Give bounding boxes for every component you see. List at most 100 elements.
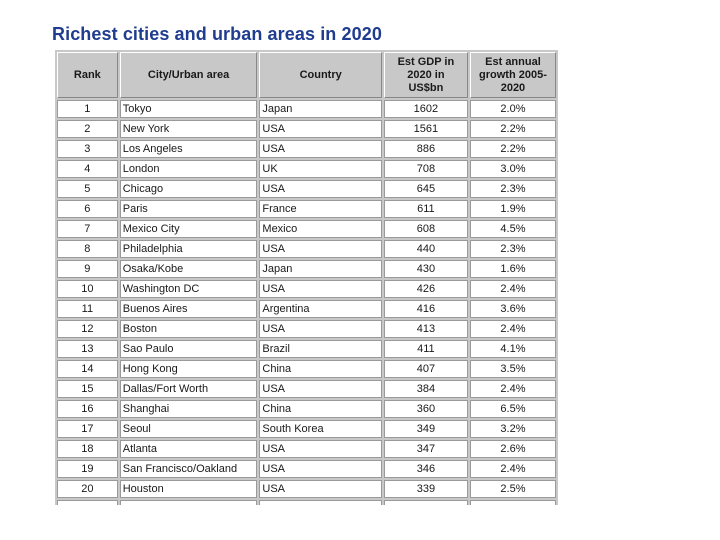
table-row: 9 Osaka/Kobe Japan 430 1.6% bbox=[57, 260, 556, 278]
cell-city: Philadelphia bbox=[119, 240, 258, 258]
cell-growth: 6.5% bbox=[469, 400, 556, 418]
cell-country: Japan bbox=[259, 100, 382, 118]
cell-gdp: 708 bbox=[383, 160, 468, 178]
cell-city: Los Angeles bbox=[119, 140, 258, 158]
table-row: 16 Shanghai China 360 6.5% bbox=[57, 400, 556, 418]
cell-growth: 1.9% bbox=[469, 200, 556, 218]
cell-country: USA bbox=[259, 480, 382, 498]
cell-growth bbox=[469, 500, 556, 505]
cell-city: New York bbox=[119, 120, 258, 138]
cell-growth: 2.2% bbox=[469, 120, 556, 138]
cell-rank: 16 bbox=[57, 400, 118, 418]
cell-city: London bbox=[119, 160, 258, 178]
cell-rank: 12 bbox=[57, 320, 118, 338]
cell-city: Hong Kong bbox=[119, 360, 258, 378]
cell-growth: 3.0% bbox=[469, 160, 556, 178]
cell-rank bbox=[57, 500, 118, 505]
cell-country bbox=[259, 500, 382, 505]
cell-country: France bbox=[259, 200, 382, 218]
cell-city: Seoul bbox=[119, 420, 258, 438]
cell-rank: 19 bbox=[57, 460, 118, 478]
cell-city: Mexico City bbox=[119, 220, 258, 238]
table-row: 14 Hong Kong China 407 3.5% bbox=[57, 360, 556, 378]
table-row: 8 Philadelphia USA 440 2.3% bbox=[57, 240, 556, 258]
cell-growth: 2.3% bbox=[469, 180, 556, 198]
table-row: 5 Chicago USA 645 2.3% bbox=[57, 180, 556, 198]
cell-growth: 2.3% bbox=[469, 240, 556, 258]
cell-growth: 2.2% bbox=[469, 140, 556, 158]
cities-table: Rank City/Urban area Country Est GDP in … bbox=[55, 50, 558, 505]
cell-rank: 7 bbox=[57, 220, 118, 238]
table-row: 7 Mexico City Mexico 608 4.5% bbox=[57, 220, 556, 238]
cell-country: USA bbox=[259, 320, 382, 338]
cell-city: Sao Paulo bbox=[119, 340, 258, 358]
cell-city bbox=[119, 500, 258, 505]
cell-rank: 15 bbox=[57, 380, 118, 398]
table-row: 20 Houston USA 339 2.5% bbox=[57, 480, 556, 498]
cell-growth: 4.5% bbox=[469, 220, 556, 238]
cell-gdp: 413 bbox=[383, 320, 468, 338]
table-body: 1 Tokyo Japan 1602 2.0% 2 New York USA 1561 2.2% 3… bbox=[57, 100, 556, 505]
cell-country: USA bbox=[259, 140, 382, 158]
cell-city: Tokyo bbox=[119, 100, 258, 118]
cell-rank: 6 bbox=[57, 200, 118, 218]
header-city: City/Urban area bbox=[119, 52, 258, 98]
cell-gdp: 886 bbox=[383, 140, 468, 158]
cell-country: USA bbox=[259, 280, 382, 298]
cell-gdp: 440 bbox=[383, 240, 468, 258]
cell-growth: 2.4% bbox=[469, 280, 556, 298]
cell-rank: 9 bbox=[57, 260, 118, 278]
cell-gdp bbox=[383, 500, 468, 505]
cell-city: Shanghai bbox=[119, 400, 258, 418]
cell-gdp: 430 bbox=[383, 260, 468, 278]
cell-rank: 20 bbox=[57, 480, 118, 498]
cell-gdp: 426 bbox=[383, 280, 468, 298]
table-row: 6 Paris France 611 1.9% bbox=[57, 200, 556, 218]
cell-rank: 10 bbox=[57, 280, 118, 298]
cell-growth: 3.6% bbox=[469, 300, 556, 318]
cities-table-container: Rank City/Urban area Country Est GDP in … bbox=[55, 50, 558, 505]
cell-city: Chicago bbox=[119, 180, 258, 198]
cell-rank: 13 bbox=[57, 340, 118, 358]
table-header-row: Rank City/Urban area Country Est GDP in … bbox=[57, 52, 556, 98]
cell-gdp: 347 bbox=[383, 440, 468, 458]
cell-city: Osaka/Kobe bbox=[119, 260, 258, 278]
page-title: Richest cities and urban areas in 2020 bbox=[52, 24, 382, 44]
header-rank: Rank bbox=[57, 52, 118, 98]
cell-rank: 11 bbox=[57, 300, 118, 318]
table-row: 18 Atlanta USA 347 2.6% bbox=[57, 440, 556, 458]
cell-growth: 2.5% bbox=[469, 480, 556, 498]
cell-country: USA bbox=[259, 240, 382, 258]
cell-rank: 5 bbox=[57, 180, 118, 198]
table-row: 15 Dallas/Fort Worth USA 384 2.4% bbox=[57, 380, 556, 398]
cell-country: USA bbox=[259, 180, 382, 198]
cell-country: Argentina bbox=[259, 300, 382, 318]
table-row-partial bbox=[57, 500, 556, 505]
cell-gdp: 416 bbox=[383, 300, 468, 318]
table-row: 19 San Francisco/Oakland USA 346 2.4% bbox=[57, 460, 556, 478]
header-growth: Est annual growth 2005- 2020 bbox=[469, 52, 556, 98]
cell-country: USA bbox=[259, 440, 382, 458]
cell-gdp: 1561 bbox=[383, 120, 468, 138]
cell-growth: 2.0% bbox=[469, 100, 556, 118]
cell-gdp: 346 bbox=[383, 460, 468, 478]
cell-city: Boston bbox=[119, 320, 258, 338]
cell-gdp: 411 bbox=[383, 340, 468, 358]
cell-rank: 14 bbox=[57, 360, 118, 378]
cell-gdp: 608 bbox=[383, 220, 468, 238]
cell-city: Atlanta bbox=[119, 440, 258, 458]
table-row: 13 Sao Paulo Brazil 411 4.1% bbox=[57, 340, 556, 358]
cell-growth: 2.4% bbox=[469, 320, 556, 338]
cell-city: San Francisco/Oakland bbox=[119, 460, 258, 478]
header-country: Country bbox=[259, 52, 382, 98]
cell-city: Dallas/Fort Worth bbox=[119, 380, 258, 398]
cell-country: Brazil bbox=[259, 340, 382, 358]
cell-country: Mexico bbox=[259, 220, 382, 238]
table-row: 2 New York USA 1561 2.2% bbox=[57, 120, 556, 138]
cell-growth: 1.6% bbox=[469, 260, 556, 278]
cell-gdp: 349 bbox=[383, 420, 468, 438]
cell-country: China bbox=[259, 400, 382, 418]
cell-country: South Korea bbox=[259, 420, 382, 438]
table-row: 17 Seoul South Korea 349 3.2% bbox=[57, 420, 556, 438]
cell-gdp: 384 bbox=[383, 380, 468, 398]
